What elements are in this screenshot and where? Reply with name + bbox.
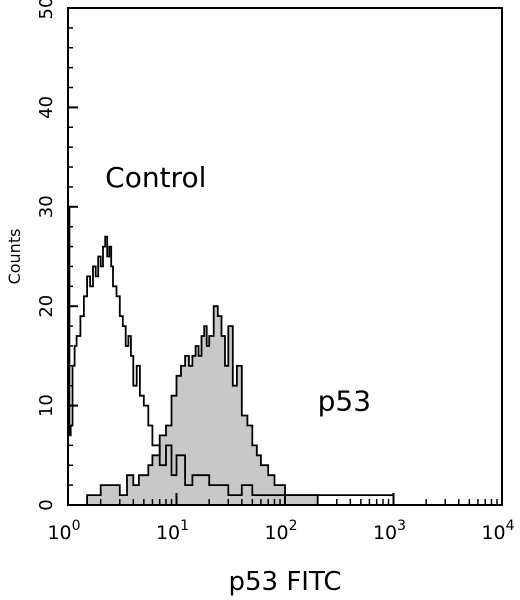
y-tick-label: 30 — [36, 195, 57, 218]
annotations: Control p53 — [105, 161, 371, 418]
y-axis: 0 10 20 30 40 50 — [36, 0, 78, 511]
x-tick-label: 101 — [156, 518, 189, 544]
x-tick-label: 100 — [47, 518, 80, 544]
x-axis: 100 101 102 103 104 — [47, 493, 515, 544]
annotation-p53: p53 — [318, 385, 371, 418]
series-0-histogram — [68, 305, 394, 506]
y-tick-label: 20 — [36, 295, 57, 318]
x-tick-label: 104 — [481, 518, 514, 544]
plot-frame — [67, 7, 503, 506]
series-1-histogram — [67, 205, 395, 505]
y-tick-label: 10 — [36, 394, 57, 417]
y-axis-title: Counts — [5, 229, 24, 285]
y-tick-label: 50 — [36, 0, 57, 19]
x-axis-title: p53 FITC — [229, 567, 342, 597]
x-tick-label: 102 — [264, 518, 297, 544]
y-tick-label: 0 — [36, 499, 57, 510]
annotation-control: Control — [105, 161, 206, 194]
x-tick-label: 103 — [373, 518, 406, 544]
series-layer — [67, 205, 395, 506]
y-tick-label: 40 — [36, 96, 57, 119]
